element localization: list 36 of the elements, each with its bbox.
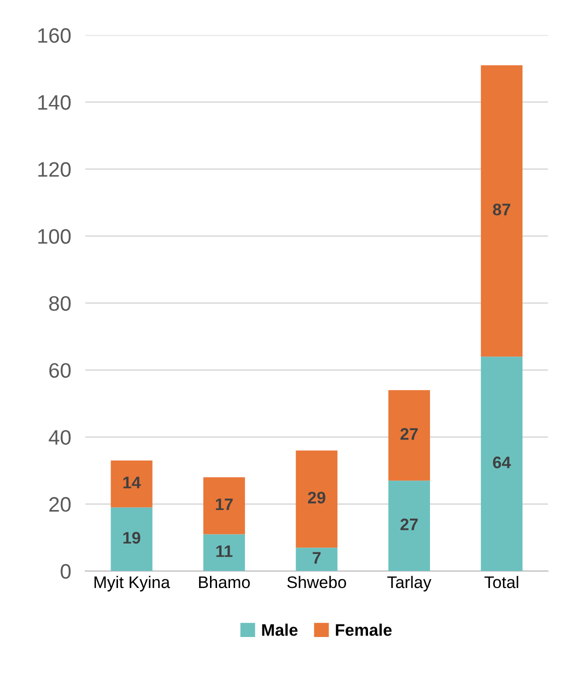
- x-tick-label: Bhamo: [199, 576, 250, 588]
- x-tick-label: Tarlay: [387, 576, 432, 592]
- data-label: 64: [493, 456, 511, 468]
- bar: [388, 480, 430, 572]
- bar: [296, 548, 338, 572]
- y-tick-label: 100: [38, 229, 71, 244]
- y-tick-label: 120: [38, 162, 71, 177]
- bar: [296, 450, 338, 548]
- bar: [480, 356, 523, 572]
- bar: [110, 460, 152, 508]
- legend-label: Female: [336, 624, 392, 636]
- y-tick-label: 80: [49, 296, 71, 311]
- data-label: 87: [492, 204, 510, 216]
- y-tick-label: 0: [60, 564, 71, 579]
- data-label: 14: [123, 476, 141, 488]
- bar: [203, 477, 245, 534]
- x-tick-label: Myit Kyina: [94, 576, 170, 592]
- y-tick-label: 60: [49, 363, 71, 378]
- y-tick-label: 160: [38, 28, 71, 43]
- data-label: 7: [312, 552, 321, 564]
- bar: [110, 507, 152, 572]
- bar: [203, 534, 245, 572]
- bar: [388, 390, 430, 481]
- y-tick-label: 40: [48, 430, 71, 445]
- data-label: 17: [216, 498, 233, 510]
- data-label: 29: [308, 492, 326, 504]
- bar: [480, 65, 523, 357]
- data-label: 27: [400, 518, 418, 530]
- y-tick-label: 20: [49, 497, 71, 512]
- data-label: 19: [123, 532, 140, 544]
- x-tick-label: Shwebo: [287, 576, 346, 588]
- data-label: 11: [216, 545, 232, 557]
- data-label: 27: [400, 428, 418, 440]
- y-tick-label: 140: [38, 95, 71, 110]
- x-tick-label: Total: [484, 576, 518, 588]
- legend-label: Male: [262, 624, 298, 636]
